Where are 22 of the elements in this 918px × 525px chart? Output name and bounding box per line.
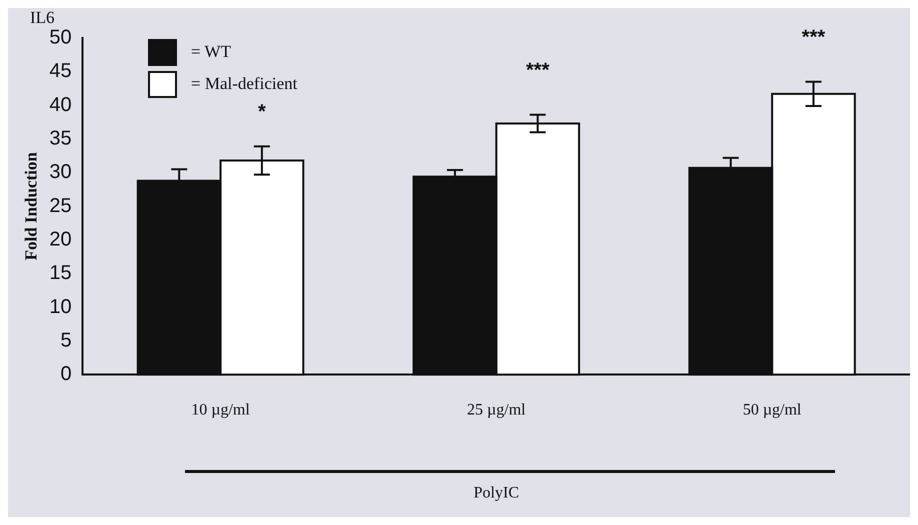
y-axis-title: Fold Induction [22, 152, 41, 260]
y-tick-label: 20 [49, 228, 72, 250]
y-tick-label: 30 [49, 161, 72, 184]
x-tick-label: 10 µg/ml [191, 401, 250, 418]
chart-title: IL6 [30, 8, 55, 28]
y-tick-label: 35 [49, 127, 72, 150]
x-tick-label: 50 µg/ml [742, 401, 802, 418]
y-tick-label: 5 [60, 329, 72, 352]
legend-label: = Mal-deficient [191, 74, 298, 94]
x-axis-title: PolyIC [474, 484, 519, 502]
y-tick-label: 25 [49, 194, 72, 217]
x-tick-label: 25 µg/ml [467, 401, 526, 418]
y-tick-label: 40 [49, 94, 72, 116]
annotation: * [258, 100, 266, 123]
legend-label: = WT [191, 42, 231, 62]
annotation: *** [526, 59, 550, 82]
y-tick-label: 45 [49, 60, 72, 82]
y-tick-label: 0 [60, 363, 72, 386]
annotation: *** [802, 26, 826, 48]
y-tick-label: 15 [49, 262, 72, 284]
y-tick-label: 50 [49, 26, 72, 49]
y-tick-label: 10 [49, 296, 72, 318]
